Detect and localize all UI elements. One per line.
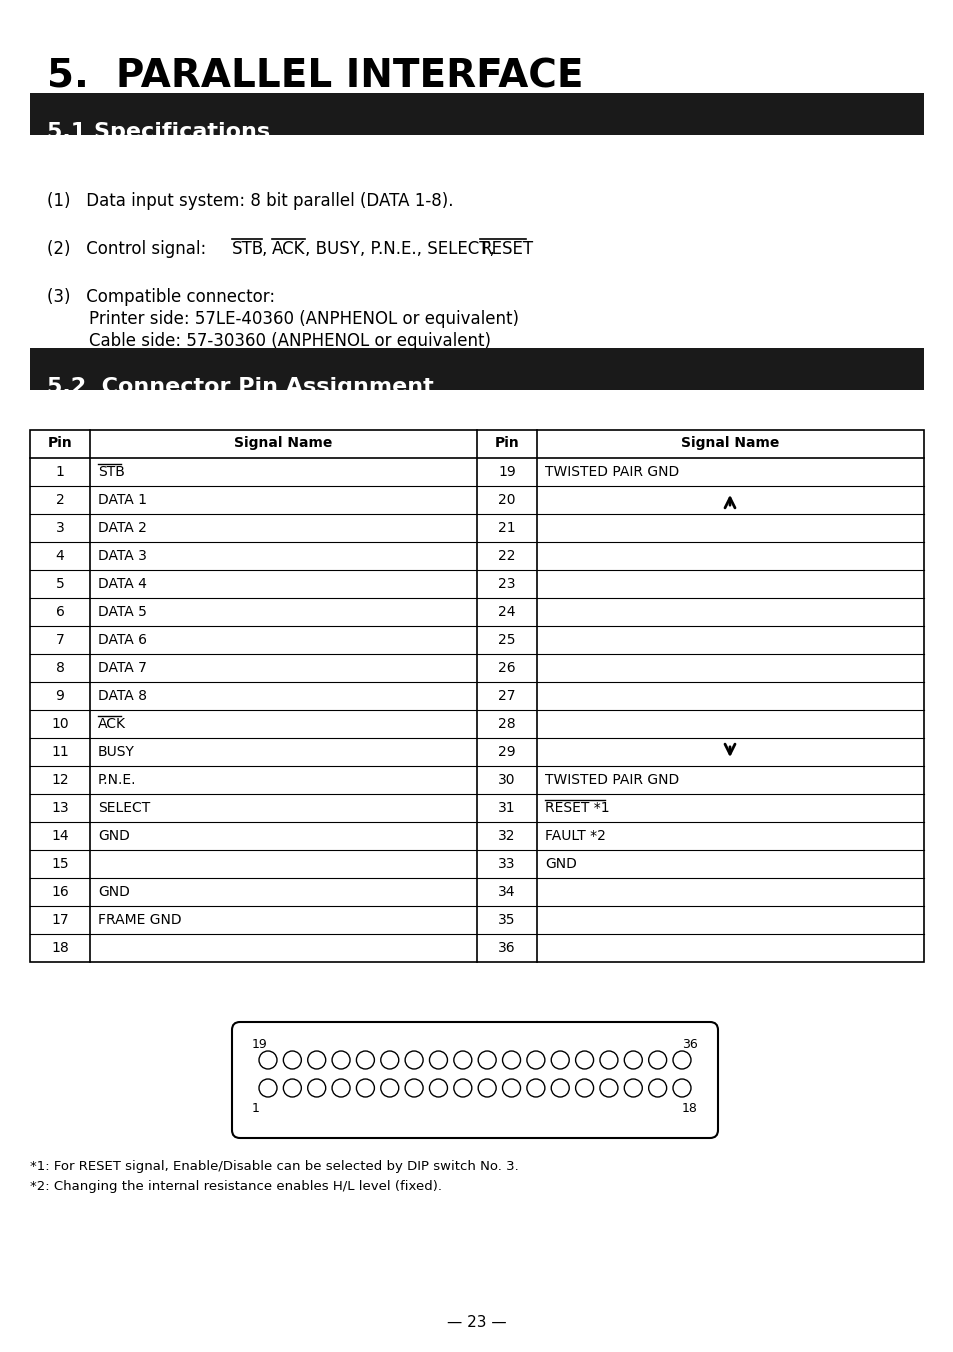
Text: 34: 34 bbox=[497, 886, 516, 899]
Text: DATA 4: DATA 4 bbox=[98, 577, 147, 591]
Text: 31: 31 bbox=[497, 800, 516, 815]
Text: DATA 7: DATA 7 bbox=[98, 661, 147, 675]
Bar bbox=[30, 430, 923, 963]
Text: 15: 15 bbox=[51, 857, 69, 871]
FancyBboxPatch shape bbox=[30, 347, 923, 389]
Text: 8: 8 bbox=[55, 661, 65, 675]
Text: (1)   Data input system: 8 bit parallel (DATA 1-8).: (1) Data input system: 8 bit parallel (D… bbox=[47, 192, 453, 210]
Text: 18: 18 bbox=[681, 1102, 698, 1115]
Text: 27: 27 bbox=[497, 690, 516, 703]
Text: TWISTED PAIR GND: TWISTED PAIR GND bbox=[544, 773, 679, 787]
Text: 29: 29 bbox=[497, 745, 516, 758]
Text: 2: 2 bbox=[55, 493, 64, 507]
Text: 4: 4 bbox=[55, 549, 64, 562]
Text: Signal Name: Signal Name bbox=[233, 435, 332, 450]
Text: 11: 11 bbox=[51, 745, 69, 758]
Text: 22: 22 bbox=[497, 549, 516, 562]
Text: 1: 1 bbox=[55, 465, 65, 479]
Text: 28: 28 bbox=[497, 717, 516, 731]
Text: DATA 6: DATA 6 bbox=[98, 633, 147, 648]
Text: FAULT *2: FAULT *2 bbox=[544, 829, 605, 844]
Text: 10: 10 bbox=[51, 717, 69, 731]
Text: DATA 8: DATA 8 bbox=[98, 690, 147, 703]
Text: 32: 32 bbox=[497, 829, 516, 844]
Text: STB: STB bbox=[98, 465, 125, 479]
Text: 19: 19 bbox=[497, 465, 516, 479]
Text: 14: 14 bbox=[51, 829, 69, 844]
Text: 18: 18 bbox=[51, 941, 69, 955]
Text: *2: Changing the internal resistance enables H/L level (fixed).: *2: Changing the internal resistance ena… bbox=[30, 1180, 441, 1192]
Text: 24: 24 bbox=[497, 604, 516, 619]
Text: 12: 12 bbox=[51, 773, 69, 787]
Text: 3: 3 bbox=[55, 521, 64, 535]
Text: GND: GND bbox=[98, 829, 130, 844]
Text: (2)   Control signal:: (2) Control signal: bbox=[47, 241, 212, 258]
Text: Pin: Pin bbox=[494, 435, 518, 450]
Text: GND: GND bbox=[544, 857, 577, 871]
Text: DATA 5: DATA 5 bbox=[98, 604, 147, 619]
Text: 36: 36 bbox=[497, 941, 516, 955]
Text: 33: 33 bbox=[497, 857, 516, 871]
Text: Signal Name: Signal Name bbox=[680, 435, 779, 450]
Text: 21: 21 bbox=[497, 521, 516, 535]
Text: GND: GND bbox=[98, 886, 130, 899]
Text: 19: 19 bbox=[252, 1038, 268, 1051]
Text: P.N.E.: P.N.E. bbox=[98, 773, 136, 787]
Text: ,: , bbox=[262, 241, 273, 258]
Text: DATA 1: DATA 1 bbox=[98, 493, 147, 507]
Text: BUSY: BUSY bbox=[98, 745, 134, 758]
Text: FRAME GND: FRAME GND bbox=[98, 913, 181, 927]
Text: TWISTED PAIR GND: TWISTED PAIR GND bbox=[544, 465, 679, 479]
Text: SELECT: SELECT bbox=[98, 800, 150, 815]
Text: RESET: RESET bbox=[479, 241, 533, 258]
Text: STB: STB bbox=[232, 241, 264, 258]
Text: Printer side: 57LE-40360 (ANPHENOL or equivalent): Printer side: 57LE-40360 (ANPHENOL or eq… bbox=[47, 310, 518, 329]
Text: 5: 5 bbox=[55, 577, 64, 591]
Text: Cable side: 57-30360 (ANPHENOL or equivalent): Cable side: 57-30360 (ANPHENOL or equiva… bbox=[47, 333, 491, 350]
Text: 7: 7 bbox=[55, 633, 64, 648]
Text: 30: 30 bbox=[497, 773, 516, 787]
Text: 17: 17 bbox=[51, 913, 69, 927]
Text: 5.2  Connector Pin Assignment: 5.2 Connector Pin Assignment bbox=[47, 377, 434, 397]
Text: 16: 16 bbox=[51, 886, 69, 899]
Text: , BUSY, P.N.E., SELECT,: , BUSY, P.N.E., SELECT, bbox=[305, 241, 499, 258]
Text: 35: 35 bbox=[497, 913, 516, 927]
Text: RESET *1: RESET *1 bbox=[544, 800, 609, 815]
Text: (3)   Compatible connector:: (3) Compatible connector: bbox=[47, 288, 274, 306]
Text: Pin: Pin bbox=[48, 435, 72, 450]
Text: — 23 —: — 23 — bbox=[447, 1315, 506, 1330]
Text: 6: 6 bbox=[55, 604, 65, 619]
Text: DATA 2: DATA 2 bbox=[98, 521, 147, 535]
Text: *1: For RESET signal, Enable/Disable can be selected by DIP switch No. 3.: *1: For RESET signal, Enable/Disable can… bbox=[30, 1160, 518, 1174]
Text: 5.  PARALLEL INTERFACE: 5. PARALLEL INTERFACE bbox=[47, 58, 583, 96]
FancyBboxPatch shape bbox=[30, 93, 923, 135]
Text: 20: 20 bbox=[497, 493, 516, 507]
Text: 26: 26 bbox=[497, 661, 516, 675]
Text: 23: 23 bbox=[497, 577, 516, 591]
Text: 5.1 Specifications: 5.1 Specifications bbox=[47, 122, 270, 142]
Text: 25: 25 bbox=[497, 633, 516, 648]
Text: 13: 13 bbox=[51, 800, 69, 815]
Text: ACK: ACK bbox=[272, 241, 305, 258]
Text: DATA 3: DATA 3 bbox=[98, 549, 147, 562]
Text: 9: 9 bbox=[55, 690, 65, 703]
Text: ACK: ACK bbox=[98, 717, 126, 731]
Text: 1: 1 bbox=[252, 1102, 259, 1115]
Text: 36: 36 bbox=[681, 1038, 697, 1051]
